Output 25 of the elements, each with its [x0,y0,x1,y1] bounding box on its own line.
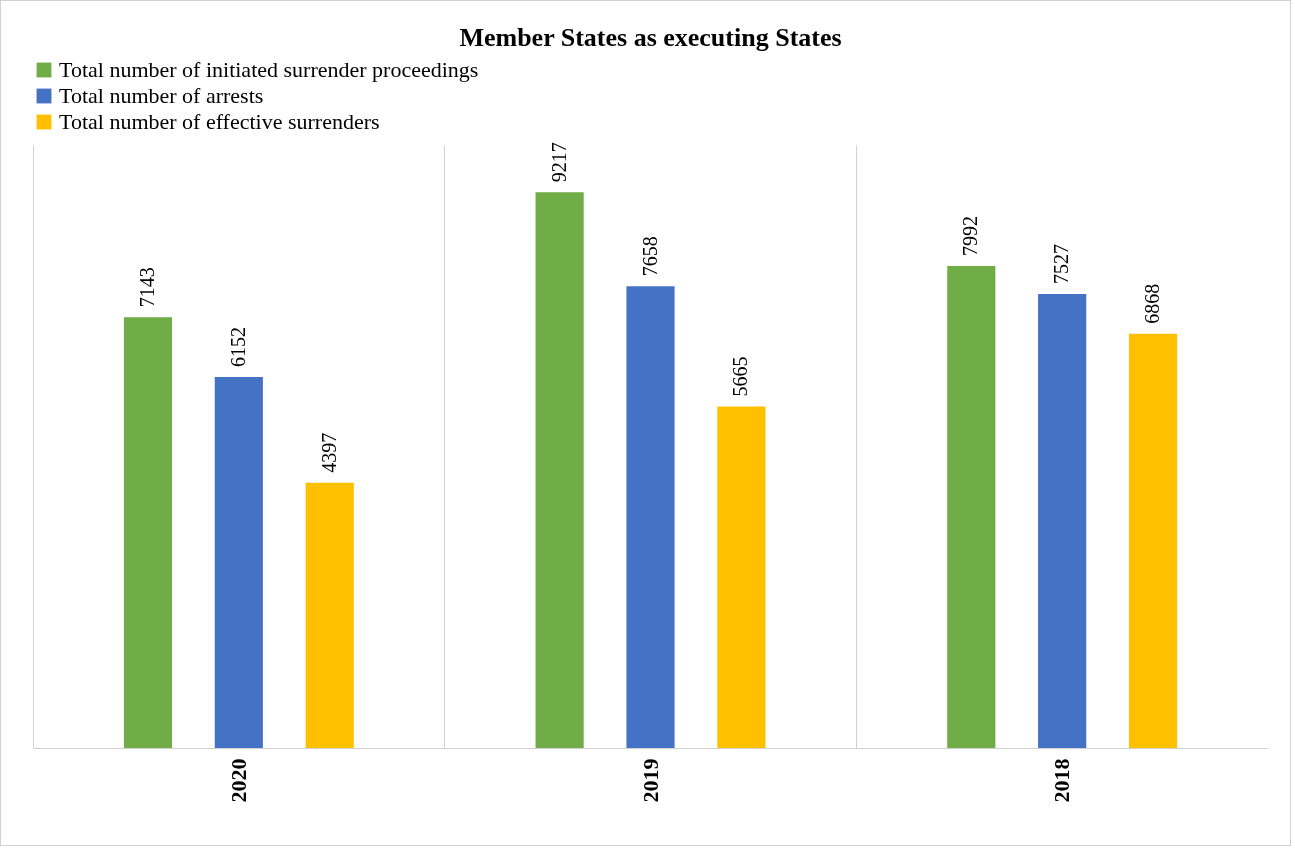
data-label: 5665 [729,356,752,397]
data-label: 7658 [638,236,661,277]
bar [123,317,173,748]
bar [535,192,584,748]
x-tick-label: 2020 [225,758,251,803]
x-tick-label: 2019 [637,758,663,803]
legend-label: Total number of effective surrenders [59,109,380,134]
chart-title: Member States as executing States [459,23,842,52]
bar [947,266,996,748]
bar [1128,333,1178,748]
legend-label: Total number of initiated surrender proceedings [59,57,479,82]
bar [626,286,675,748]
data-label: 7143 [135,267,158,308]
x-tick-label: 2018 [1049,758,1075,803]
legend-label: Total number of arrests [59,83,264,108]
bar [305,482,354,748]
data-label: 9217 [547,142,570,183]
bar [717,406,766,748]
data-label: 6868 [1141,283,1164,324]
data-label: 7992 [959,216,982,257]
bar [214,377,263,748]
data-label: 4397 [317,432,340,473]
data-label: 7527 [1050,244,1073,285]
data-label: 6152 [226,327,249,368]
bar [1038,294,1087,748]
